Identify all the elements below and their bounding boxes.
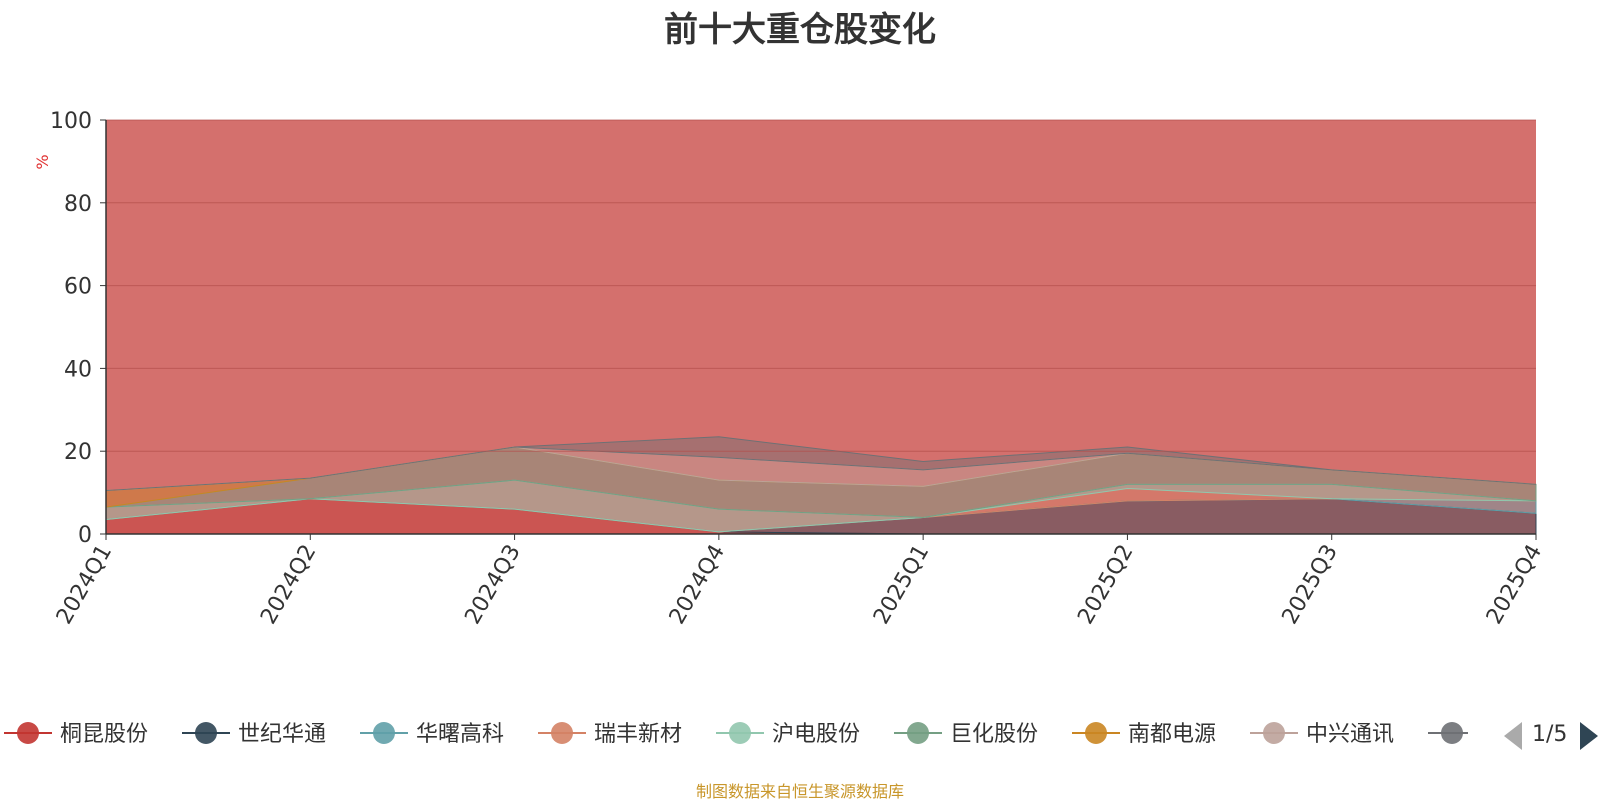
- x-tick-label: 2024Q1: [52, 541, 117, 629]
- legend-item-5[interactable]: 沪电股份: [716, 722, 860, 747]
- legend-item-3[interactable]: 华曙高科: [360, 722, 504, 747]
- x-tick-label: 2024Q3: [460, 541, 525, 629]
- legend-circle-icon: [1085, 722, 1107, 744]
- y-tick-label: 100: [50, 109, 92, 134]
- y-axis-unit-label: %: [33, 154, 52, 169]
- legend-label: 瑞丰新材: [594, 722, 682, 747]
- y-tick-label: 20: [64, 440, 92, 465]
- legend-circle-icon: [1263, 722, 1285, 744]
- legend-next-arrow-icon[interactable]: [1580, 722, 1598, 750]
- chart-title: 前十大重仓股变化: [664, 10, 936, 50]
- legend-item-4[interactable]: 瑞丰新材: [538, 722, 682, 747]
- legend-label: 沪电股份: [772, 722, 860, 747]
- legend: 桐昆股份 世纪华通 华曙高科 瑞丰新材 沪电股份 巨化股份 南都电源 中兴通讯 第九只股票: [4, 722, 1594, 747]
- legend-label: 巨化股份: [950, 722, 1038, 747]
- legend-circle-icon: [373, 722, 395, 744]
- legend-label: 华曙高科: [416, 722, 504, 747]
- area-series-9: [105, 436, 1537, 492]
- legend-prev-arrow-icon[interactable]: [1504, 722, 1522, 750]
- legend-circle-icon: [729, 722, 751, 744]
- plot-area-background: [106, 120, 1536, 534]
- x-tick-label: 2025Q3: [1278, 541, 1343, 629]
- legend-circle-icon: [551, 722, 573, 744]
- x-tick-label: 2025Q1: [869, 541, 934, 629]
- y-tick-label: 80: [64, 192, 92, 217]
- y-tick-label: 40: [64, 357, 92, 382]
- x-tick-label: 2024Q4: [665, 541, 730, 629]
- legend-label: 世纪华通: [238, 722, 326, 747]
- legend-item-7[interactable]: 南都电源: [1072, 722, 1216, 747]
- legend-circle-icon: [195, 722, 217, 744]
- legend-pager: 1/5: [1500, 718, 1600, 754]
- legend-label: 桐昆股份: [60, 722, 148, 747]
- legend-label: 南都电源: [1128, 722, 1216, 747]
- y-tick-label: 0: [78, 523, 92, 548]
- legend-item-1[interactable]: 桐昆股份: [4, 722, 148, 747]
- legend-circle-icon: [1441, 722, 1463, 744]
- legend-page-indicator: 1/5: [1532, 722, 1568, 747]
- legend-item-9[interactable]: 第九只股票: [1428, 722, 1594, 747]
- legend-item-8[interactable]: 中兴通讯: [1250, 722, 1394, 747]
- legend-circle-icon: [907, 722, 929, 744]
- legend-label: 中兴通讯: [1306, 722, 1394, 747]
- legend-item-2[interactable]: 世纪华通: [182, 722, 326, 747]
- x-tick-label: 2025Q4: [1482, 541, 1547, 629]
- x-tick-label: 2024Q2: [256, 541, 321, 629]
- y-tick-label: 60: [64, 275, 92, 300]
- legend-circle-icon: [17, 722, 39, 744]
- source-note: 制图数据来自恒生聚源数据库: [695, 782, 904, 801]
- x-tick-label: 2025Q2: [1073, 541, 1138, 629]
- legend-item-6[interactable]: 巨化股份: [894, 722, 1038, 747]
